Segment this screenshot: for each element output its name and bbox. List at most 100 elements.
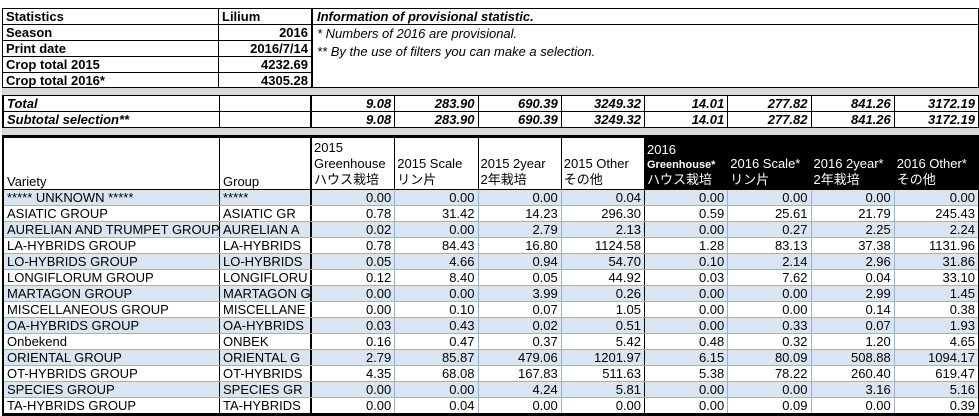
value-cell[interactable]: 0.05 (312, 254, 396, 269)
value-cell[interactable]: 0.00 (479, 190, 562, 205)
totals-group-cell[interactable] (220, 112, 312, 127)
value-cell[interactable]: 260.40 (812, 366, 895, 381)
value-cell[interactable]: 37.38 (812, 238, 895, 253)
value-cell[interactable]: 7.62 (728, 270, 812, 285)
variety-cell[interactable]: LA-HYBRIDS GROUP (4, 238, 220, 253)
totals-value-cell[interactable]: 3172.19 (928, 96, 975, 111)
value-cell[interactable]: 0.00 (645, 286, 729, 301)
value-cell[interactable]: 0.37 (479, 334, 562, 349)
value-cell[interactable]: 0.00 (728, 286, 812, 301)
variety-cell[interactable]: OT-HYBRIDS GROUP (4, 366, 220, 381)
value-cell[interactable]: 0.27 (728, 222, 812, 237)
value-cell[interactable]: 3.16 (812, 382, 895, 397)
value-cell[interactable]: 0.10 (395, 302, 479, 317)
value-cell[interactable]: 0.59 (645, 206, 729, 221)
variety-cell[interactable]: AURELIAN AND TRUMPET GROUP (4, 222, 220, 237)
value-cell[interactable]: 0.14 (812, 302, 895, 317)
variety-cell[interactable]: LO-HYBRIDS GROUP (4, 254, 220, 269)
value-cell[interactable]: 14.23 (479, 206, 562, 221)
totals-value-cell[interactable]: 14.01 (645, 112, 729, 127)
totals-value-cell[interactable]: 277.82 (728, 96, 812, 111)
value-cell[interactable]: 167.83 (479, 366, 562, 381)
value-cell[interactable]: 0.00 (395, 382, 479, 397)
value-cell[interactable]: 0.38 (949, 302, 975, 317)
column-header-2015-scale[interactable]: 2015 Scale リン片 (395, 138, 479, 190)
totals-value-cell[interactable]: 690.39 (479, 112, 562, 127)
group-cell[interactable]: LO-HYBRIDS (220, 254, 312, 269)
value-cell[interactable]: 0.07 (812, 318, 895, 333)
value-cell[interactable]: 33.10 (942, 270, 975, 285)
value-cell[interactable]: 1124.58 (562, 238, 645, 253)
totals-value-cell[interactable]: 690.39 (479, 96, 562, 111)
column-header-variety[interactable]: Variety (4, 138, 220, 190)
group-cell[interactable]: MARTAGON G (220, 286, 312, 301)
value-cell[interactable]: 511.63 (562, 366, 645, 381)
value-cell[interactable]: 0.00 (395, 190, 479, 205)
value-cell[interactable]: 0.00 (645, 190, 729, 205)
value-cell[interactable]: 0.04 (562, 190, 645, 205)
value-cell[interactable]: 0.94 (479, 254, 562, 269)
value-cell[interactable]: 0.26 (562, 286, 645, 301)
group-cell[interactable]: MISCELLANE (220, 302, 312, 317)
value-cell[interactable]: 1094.17 (928, 350, 975, 365)
value-cell[interactable]: 1.20 (812, 334, 895, 349)
value-cell[interactable]: 31.86 (942, 254, 975, 269)
totals-value-cell[interactable]: 283.90 (395, 96, 479, 111)
value-cell[interactable]: 4.35 (312, 366, 396, 381)
value-cell[interactable]: 31.42 (395, 206, 479, 221)
variety-cell[interactable]: ***** UNKNOWN ***** (4, 190, 220, 205)
group-cell[interactable]: SPECIES GR (220, 382, 312, 397)
value-cell[interactable]: 1.93 (949, 318, 975, 333)
value-cell[interactable]: 0.48 (645, 334, 729, 349)
group-cell[interactable]: OT-HYBRIDS (220, 366, 312, 381)
value-cell[interactable]: 0.00 (312, 190, 396, 205)
value-cell[interactable]: 296.30 (562, 206, 645, 221)
column-header-2016-2year[interactable]: 2016 2year* 2年栽培 (811, 138, 895, 190)
value-cell[interactable]: 0.78 (312, 206, 396, 221)
value-cell[interactable]: 0.16 (312, 334, 396, 349)
value-cell[interactable]: 5.38 (645, 366, 729, 381)
variety-cell[interactable]: Onbekend (4, 334, 220, 349)
value-cell[interactable]: 0.03 (645, 270, 729, 285)
value-cell[interactable]: 0.02 (479, 318, 562, 333)
value-cell[interactable]: 0.00 (645, 318, 729, 333)
value-cell[interactable]: 0.00 (645, 302, 729, 317)
value-cell[interactable]: 0.00 (949, 190, 975, 205)
group-cell[interactable]: ONBEK (220, 334, 312, 349)
value-cell[interactable]: 16.80 (479, 238, 562, 253)
value-cell[interactable]: 4.24 (479, 382, 562, 397)
value-cell[interactable]: 0.04 (812, 270, 895, 285)
group-cell[interactable]: LA-HYBRIDS (220, 238, 312, 253)
value-cell[interactable]: 2.99 (812, 286, 895, 301)
value-cell[interactable]: 245.43 (935, 206, 975, 221)
variety-cell[interactable]: OA-HYBRIDS GROUP (4, 318, 220, 333)
value-cell[interactable]: 2.13 (562, 222, 645, 237)
value-cell[interactable]: 85.87 (395, 350, 479, 365)
value-cell[interactable]: 8.40 (395, 270, 479, 285)
value-cell[interactable]: 0.00 (395, 222, 479, 237)
value-cell[interactable]: 1.45 (949, 286, 975, 301)
value-cell[interactable]: 83.13 (728, 238, 812, 253)
value-cell[interactable]: 0.00 (312, 302, 396, 317)
group-cell[interactable]: ASIATIC GR (220, 206, 312, 221)
group-cell[interactable]: ***** (220, 190, 312, 205)
value-cell[interactable]: 479.06 (479, 350, 562, 365)
value-cell[interactable]: 6.15 (645, 350, 729, 365)
variety-cell[interactable]: MARTAGON GROUP (4, 286, 220, 301)
value-cell[interactable]: 0.12 (312, 270, 396, 285)
value-cell[interactable]: 68.08 (395, 366, 479, 381)
column-header-2015-other[interactable]: 2015 Other その他 (561, 138, 645, 190)
totals-row-label[interactable]: Subtotal selection** (4, 112, 220, 127)
totals-value-cell[interactable]: 3249.32 (562, 112, 645, 127)
group-cell[interactable]: LONGIFLORU (220, 270, 312, 285)
totals-row-label[interactable]: Total (4, 96, 220, 111)
group-cell[interactable]: ORIENTAL G (220, 350, 312, 365)
value-cell[interactable]: 0.33 (728, 318, 812, 333)
variety-cell[interactable]: SPECIES GROUP (4, 382, 220, 397)
group-cell[interactable]: AURELIAN A (220, 222, 312, 237)
column-header-2015-greenhouse[interactable]: 2015 Greenhouse ハウス栽培 (312, 138, 396, 190)
value-cell[interactable]: 0.78 (312, 238, 396, 253)
totals-value-cell[interactable]: 14.01 (645, 96, 729, 111)
value-cell[interactable]: 5.81 (562, 382, 645, 397)
value-cell[interactable]: 0.43 (395, 318, 479, 333)
